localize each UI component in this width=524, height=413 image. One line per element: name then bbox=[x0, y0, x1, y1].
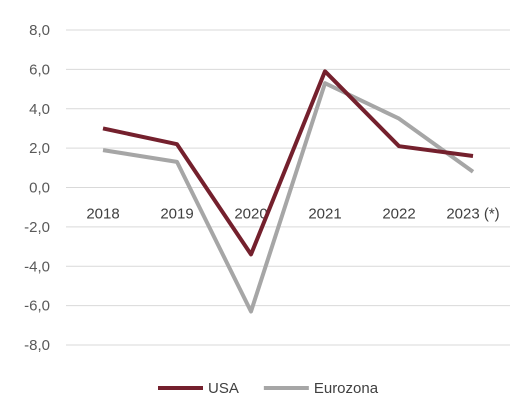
y-tick-label: -4,0 bbox=[24, 258, 50, 275]
category-label: 2018 bbox=[86, 206, 119, 223]
y-tick-label: -2,0 bbox=[24, 219, 50, 236]
y-tick-label: 8,0 bbox=[29, 22, 50, 39]
legend-label: Eurozona bbox=[314, 380, 379, 397]
series-lines bbox=[102, 69, 475, 314]
y-axis-tick-labels: -8,0 -6,0 -4,0 -2,0 0,0 2,0 4,0 6,0 8,0 bbox=[24, 22, 50, 354]
category-label: 2019 bbox=[160, 206, 193, 223]
category-label: 2020 bbox=[234, 206, 267, 223]
legend-label: USA bbox=[208, 380, 239, 397]
y-tick-label: 4,0 bbox=[29, 101, 50, 118]
y-tick-label: 6,0 bbox=[29, 61, 50, 78]
y-tick-label: 2,0 bbox=[29, 140, 50, 157]
series-line-eurozona bbox=[102, 81, 475, 314]
y-tick-label: 0,0 bbox=[29, 180, 50, 197]
series-line-usa bbox=[102, 69, 474, 257]
legend: USA Eurozona bbox=[158, 380, 379, 397]
category-labels: 2018 2019 2020 2021 2022 2023 (*) bbox=[86, 206, 499, 223]
category-label: 2022 bbox=[382, 206, 415, 223]
y-tick-label: -6,0 bbox=[24, 298, 50, 315]
category-label: 2023 (*) bbox=[446, 206, 499, 223]
y-tick-label: -8,0 bbox=[24, 337, 50, 354]
category-label: 2021 bbox=[308, 206, 341, 223]
gridlines bbox=[66, 29, 510, 346]
